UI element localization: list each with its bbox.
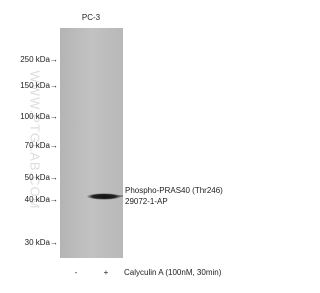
marker-label: 70 kDa→ <box>25 141 58 150</box>
lane-sign: - <box>75 268 78 277</box>
lane-sign: + <box>104 268 109 277</box>
marker-label: 100 kDa→ <box>20 112 58 121</box>
blot-band <box>87 193 121 199</box>
marker-label: 150 kDa→ <box>20 81 58 90</box>
lane-header: PC-3 <box>82 13 101 22</box>
band-catalog: 29072-1-AP <box>125 197 168 206</box>
watermark: WWW.PTGLAB.COM <box>28 71 43 210</box>
band-name: Phospho-PRAS40 (Thr246) <box>125 186 223 195</box>
marker-label: 30 kDa→ <box>25 238 58 247</box>
treatment: Calyculin A (100nM, 30min) <box>124 268 222 277</box>
marker-label: 250 kDa→ <box>20 55 58 64</box>
blot-membrane <box>60 28 123 258</box>
marker-label: 40 kDa→ <box>25 195 58 204</box>
blot-figure: PC-3 WWW.PTGLAB.COM 250 kDa→ 150 kDa→ 100 … <box>0 0 249 288</box>
marker-label: 50 kDa→ <box>25 173 58 182</box>
